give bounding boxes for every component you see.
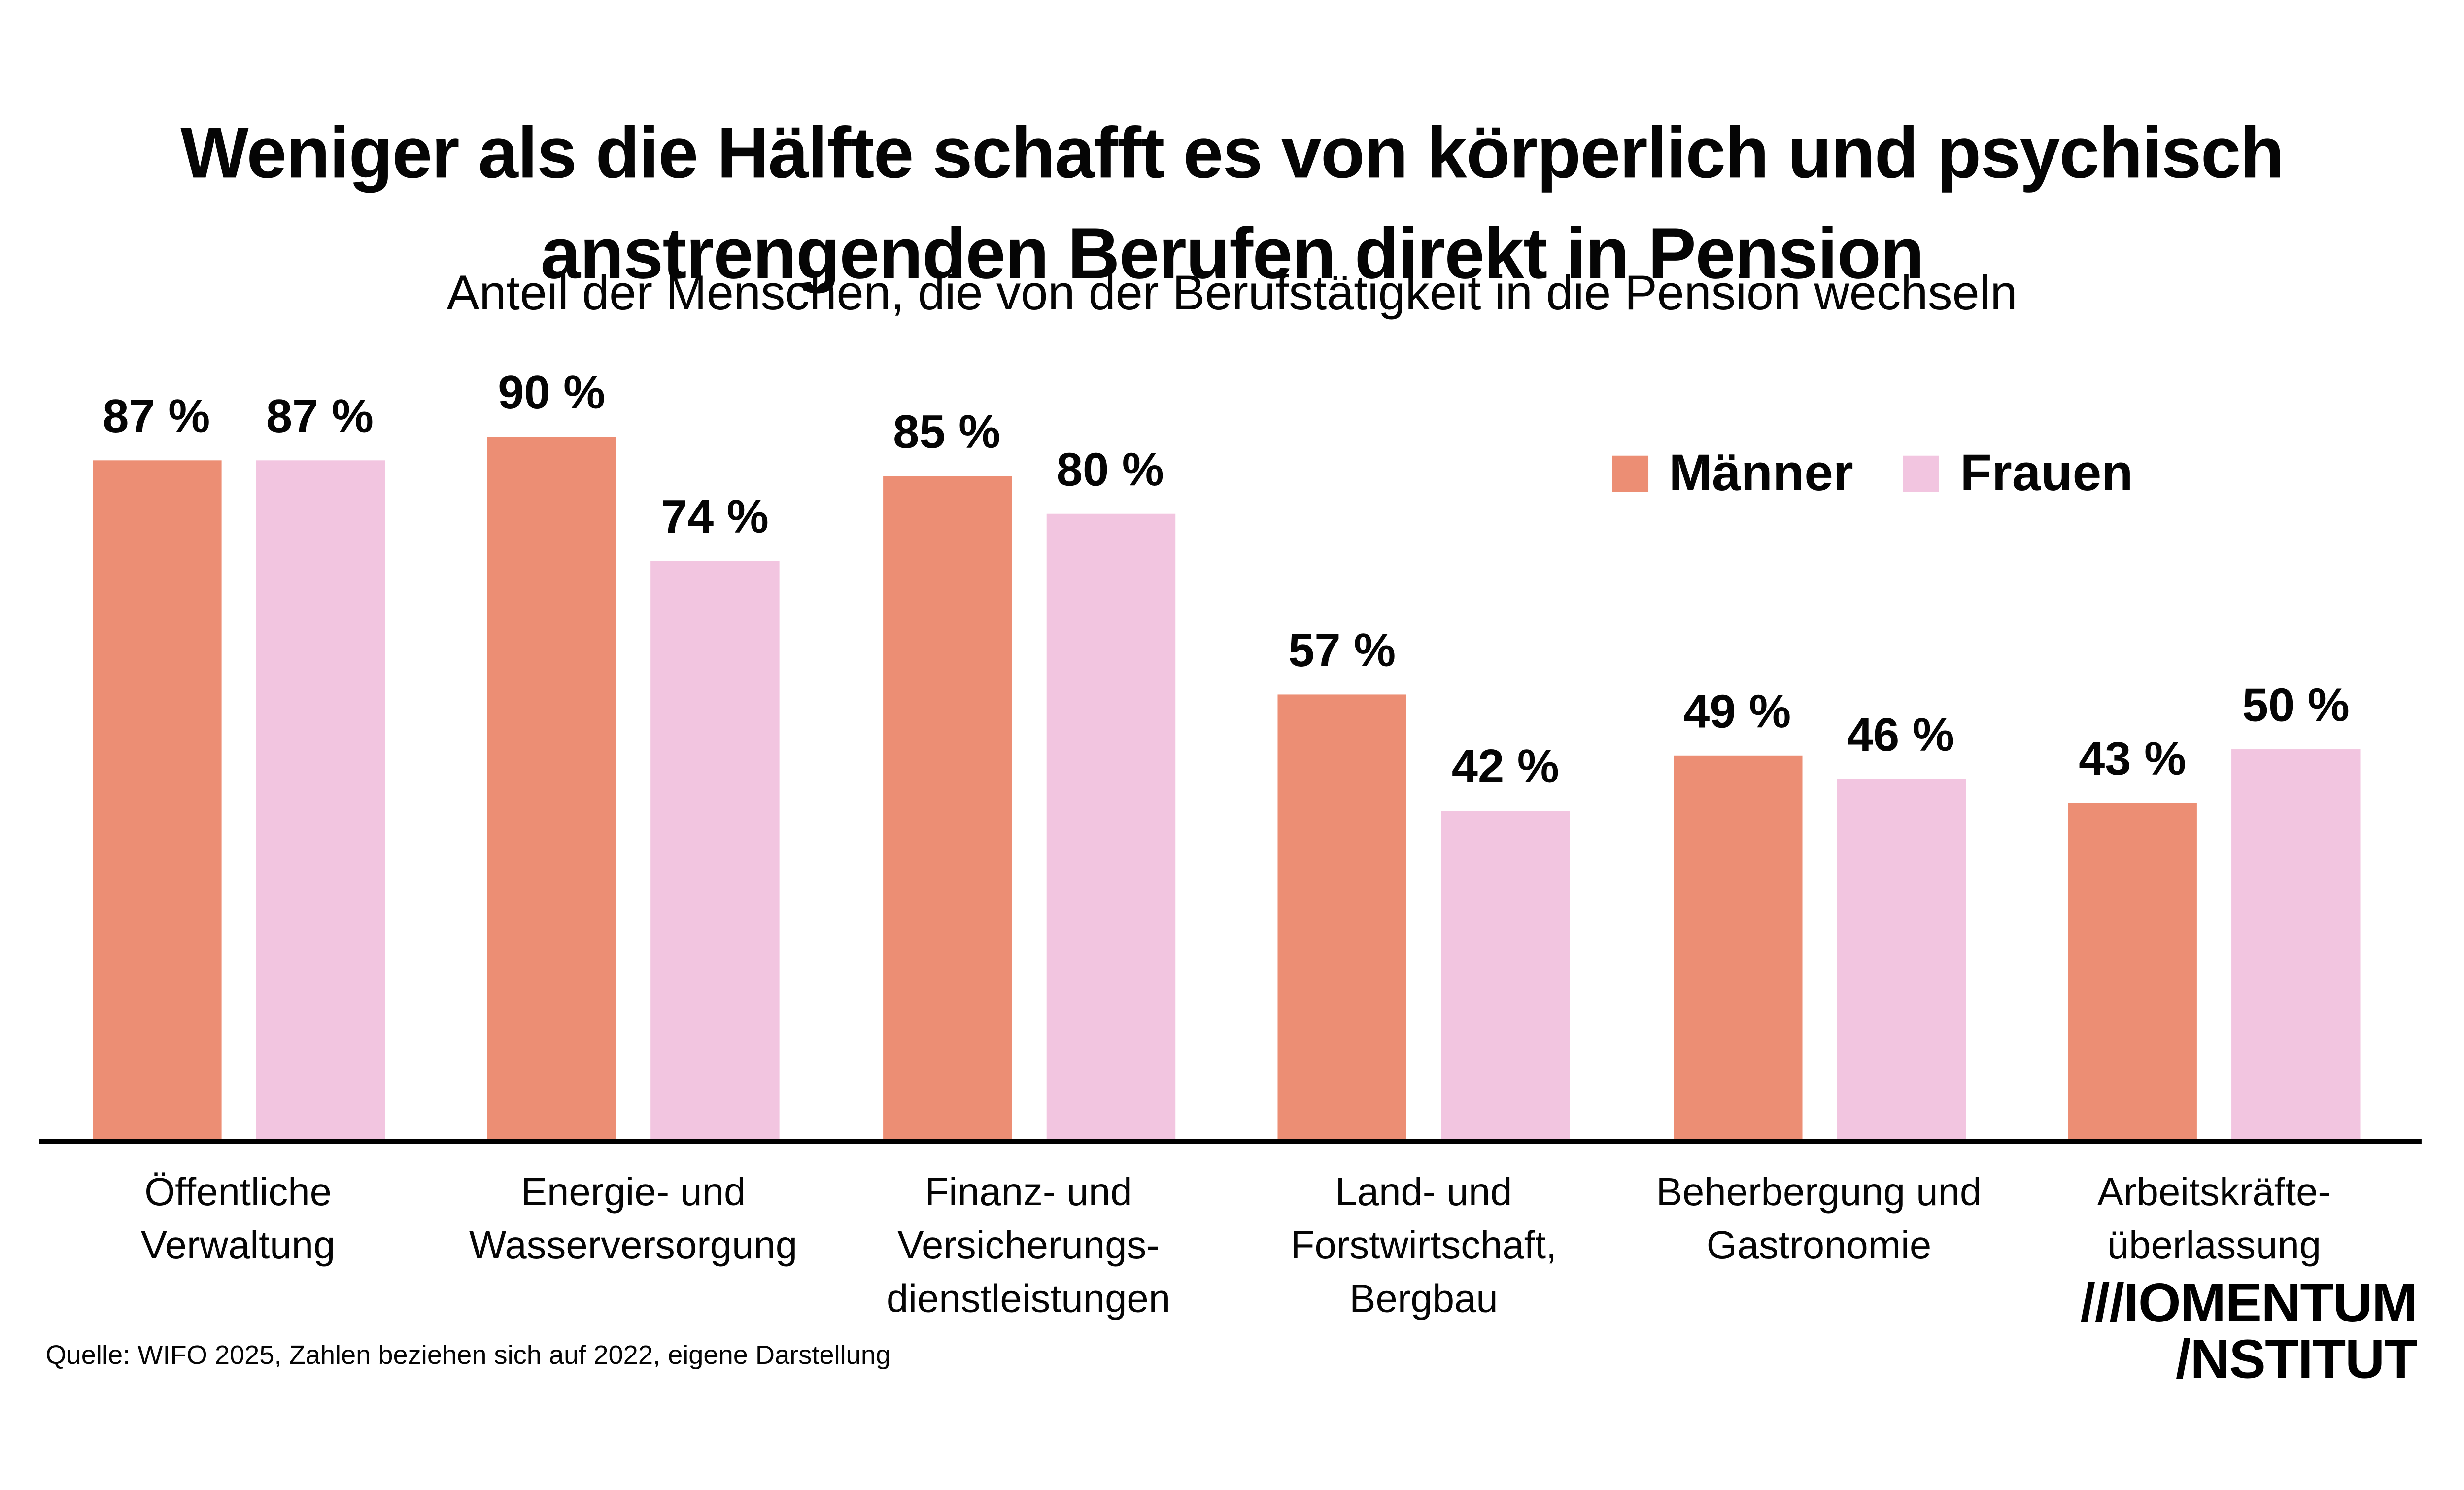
bar-maenner	[1673, 756, 1802, 1139]
bar-group: 90 % 74 %	[487, 0, 780, 1139]
bar-frauen	[1836, 779, 1965, 1139]
legend-swatch-frauen	[1903, 455, 1940, 491]
bar-value-label: 87 %	[266, 390, 374, 443]
bar-group: 57 % 42 %	[1277, 0, 1570, 1139]
bar-maenner	[1277, 694, 1406, 1139]
bar-frauen	[2231, 748, 2361, 1139]
legend-label-maenner: Männer	[1669, 443, 1853, 502]
bar-frauen	[255, 460, 384, 1139]
infographic-canvas: Weniger als die Hälfte schafft es von kö…	[0, 0, 2464, 1391]
category-label: Finanz- und Versicherungs- dienstleistun…	[886, 1170, 1171, 1321]
bar-value-label: 46 %	[1847, 711, 1954, 763]
source-note: Quelle: WIFO 2025, Zahlen beziehen sich …	[45, 1340, 891, 1370]
category-label: Beherbergung und Gastronomie	[1656, 1170, 1982, 1268]
category-label: Land- und Forstwirtschaft, Bergbau	[1290, 1170, 1557, 1321]
bar-value-label: 87 %	[103, 390, 210, 443]
bar-maenner	[2068, 803, 2197, 1139]
bar-value-label: 42 %	[1451, 742, 1559, 794]
legend-swatch-maenner	[1612, 455, 1649, 491]
chart-title-line2: anstrengenden Berufen direkt in Pension	[540, 211, 1924, 294]
chart-title-line1: Weniger als die Hälfte schafft es von kö…	[180, 111, 2284, 193]
legend: Männer Frauen	[1612, 443, 2133, 502]
chart-subtitle: Anteil der Menschen, die von der Berufst…	[446, 265, 2018, 321]
bar-chart: 87 % 87 % Öffentliche Verwaltung 90 % 74 % En…	[39, 0, 2422, 1321]
bar-frauen	[1441, 811, 1570, 1139]
bar-value-label: 80 %	[1056, 445, 1164, 497]
logo-line-institut: /NSTITUT	[2175, 1329, 2418, 1391]
category-label: Öffentliche Verwaltung	[140, 1170, 336, 1268]
bar-value-label: 50 %	[2242, 679, 2350, 732]
bar-value-label: 85 %	[893, 406, 1001, 458]
legend-item-maenner: Männer	[1612, 443, 1853, 502]
category-label: Arbeitskräfte- überlassung	[2097, 1170, 2331, 1268]
chart-title: Weniger als die Hälfte schafft es von kö…	[0, 102, 2464, 303]
bar-frauen	[650, 561, 780, 1139]
momentum-institut-logo: ///IOMENTUM /NSTITUT	[2080, 1272, 2418, 1391]
bar-maenner	[487, 436, 616, 1139]
bar-group: 85 % 80 %	[882, 0, 1175, 1139]
bar-value-label: 43 %	[2079, 734, 2187, 786]
bar-frauen	[1046, 514, 1175, 1139]
logo-line-momentum: ///IOMENTUM	[2080, 1272, 2418, 1334]
bar-maenner	[882, 475, 1011, 1139]
legend-item-frauen: Frauen	[1903, 443, 2133, 502]
bar-maenner	[92, 460, 221, 1139]
category-label: Energie- und Wasserversorgung	[469, 1170, 798, 1268]
bar-group: 49 % 46 %	[1673, 0, 1965, 1139]
bar-value-label: 90 %	[498, 367, 606, 419]
bar-value-label: 49 %	[1683, 687, 1791, 740]
x-axis-line	[39, 1139, 2422, 1144]
bar-value-label: 74 %	[661, 492, 769, 544]
legend-label-frauen: Frauen	[1960, 443, 2133, 502]
bar-group: 87 % 87 %	[92, 0, 384, 1139]
bar-value-label: 57 %	[1288, 625, 1396, 677]
bar-group: 43 % 50 %	[2068, 0, 2361, 1139]
